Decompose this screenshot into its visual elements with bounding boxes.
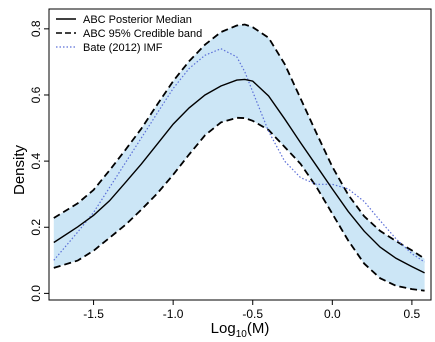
legend-label-imf: Bate (2012) IMF	[83, 42, 163, 54]
x-tick-label: -1.0	[163, 307, 184, 321]
median-line	[53, 78, 425, 274]
credible-band-layer	[53, 24, 425, 291]
x-tick-label: 0.5	[404, 307, 421, 321]
x-tick-label: 0.0	[324, 307, 341, 321]
y-tick-label: 0.8	[29, 20, 43, 37]
plot-frame	[48, 8, 432, 301]
y-tick-label: 0.0	[29, 285, 43, 302]
x-axis-label-sub: 10	[236, 329, 248, 337]
credible-band-lower-line	[53, 116, 425, 292]
legend: ABC Posterior Median ABC 95% Credible ba…	[56, 14, 202, 54]
x-axis-label-base: Log	[211, 320, 236, 337]
x-tick-label: -0.5	[242, 307, 263, 321]
y-tick-label: 0.4	[29, 152, 43, 169]
legend-label-median: ABC Posterior Median	[83, 14, 192, 26]
legend-label-band: ABC 95% Credible band	[83, 28, 202, 40]
axis-layer: -1.5 -1.0 -0.5 0.0 0.5 0.0 0.2 0.4 0.6 0.8	[29, 20, 421, 321]
y-tick-label: 0.6	[29, 86, 43, 103]
y-tick-label: 0.2	[29, 219, 43, 236]
y-axis-label: Density	[11, 144, 28, 195]
series-line-layer	[53, 23, 426, 292]
credible-band-upper-line	[53, 23, 426, 260]
credible-band-fill	[53, 24, 425, 291]
x-axis-label: Log10(M)	[211, 320, 270, 337]
x-axis-label-tail: (M)	[247, 320, 270, 337]
x-tick-label: -1.5	[83, 307, 104, 321]
